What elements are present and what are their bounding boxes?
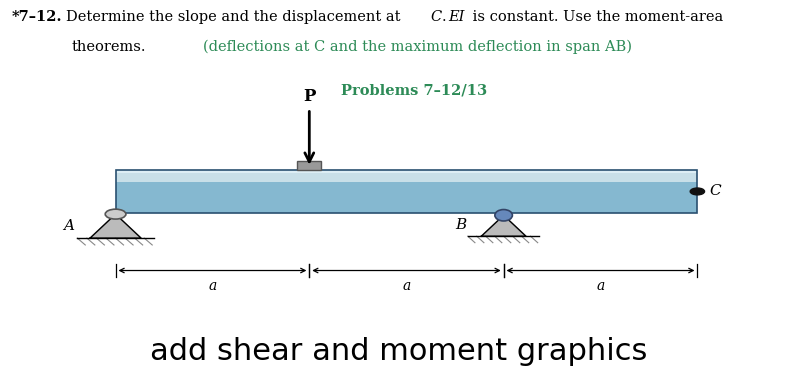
Text: (deflections at C and the maximum deflection in span AB): (deflections at C and the maximum deflec… [203, 40, 632, 54]
Text: a: a [402, 279, 410, 293]
Bar [116, 170, 697, 213]
Bar [297, 161, 321, 170]
Text: is constant. Use the moment-area: is constant. Use the moment-area [468, 10, 723, 24]
Text: B: B [456, 218, 467, 232]
Bar [116, 170, 697, 182]
Text: a: a [596, 279, 605, 293]
Polygon shape [90, 214, 141, 238]
Circle shape [105, 209, 126, 219]
Text: add shear and moment graphics: add shear and moment graphics [150, 337, 647, 366]
Text: Problems 7–12/13: Problems 7–12/13 [341, 84, 488, 98]
Bar [116, 170, 697, 173]
Text: C: C [709, 184, 721, 199]
Text: .: . [442, 10, 452, 24]
Text: Determine the slope and the displacement at: Determine the slope and the displacement… [66, 10, 406, 24]
Circle shape [690, 188, 705, 195]
Text: a: a [208, 279, 217, 293]
Text: A: A [63, 219, 74, 233]
Text: P: P [303, 88, 316, 105]
Text: EI: EI [449, 10, 465, 24]
Text: *7–12.: *7–12. [12, 10, 62, 24]
Text: C: C [430, 10, 442, 24]
Bar [116, 170, 697, 213]
Ellipse shape [495, 210, 512, 221]
Polygon shape [481, 215, 526, 236]
Text: theorems.: theorems. [72, 40, 146, 54]
